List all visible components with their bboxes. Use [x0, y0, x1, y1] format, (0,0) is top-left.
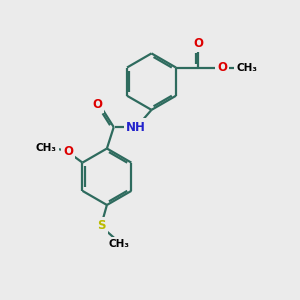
Text: O: O — [92, 98, 102, 111]
Text: O: O — [193, 37, 203, 50]
Text: CH₃: CH₃ — [36, 143, 57, 153]
Text: O: O — [217, 61, 227, 74]
Text: S: S — [97, 219, 106, 232]
Text: NH: NH — [126, 121, 146, 134]
Text: O: O — [63, 145, 73, 158]
Text: CH₃: CH₃ — [236, 62, 257, 73]
Text: CH₃: CH₃ — [109, 239, 130, 249]
